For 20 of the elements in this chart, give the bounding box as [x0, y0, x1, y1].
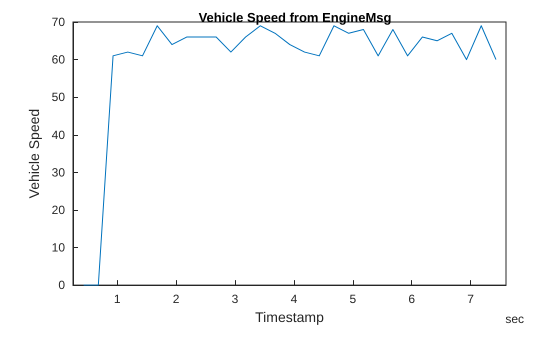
y-tick-label: 10	[52, 240, 66, 255]
x-tick-label: 4	[290, 292, 298, 306]
y-tick-label: 70	[52, 15, 66, 29]
x-tick-label: 2	[172, 292, 180, 306]
y-tick-label: 0	[58, 278, 66, 292]
x-tick-label: 7	[467, 292, 474, 306]
x-axis-title: Timestamp	[255, 309, 324, 325]
line-series	[83, 25, 496, 286]
x-tick-label: 3	[232, 292, 239, 306]
y-axis-title: Vehicle Speed	[26, 108, 42, 198]
chart-title: Vehicle Speed from EngineMsg	[198, 10, 392, 25]
y-tick-label: 30	[52, 165, 66, 180]
x-tick-label: 6	[408, 292, 416, 306]
y-tick-label: 20	[52, 202, 66, 217]
x-tick-label: 1	[114, 292, 121, 306]
y-tick-label: 40	[52, 128, 66, 142]
text: sec	[505, 312, 524, 326]
y-tick-label: 50	[52, 90, 66, 104]
x-tick-label: 5	[349, 292, 356, 306]
y-tick-label: 60	[52, 52, 66, 67]
